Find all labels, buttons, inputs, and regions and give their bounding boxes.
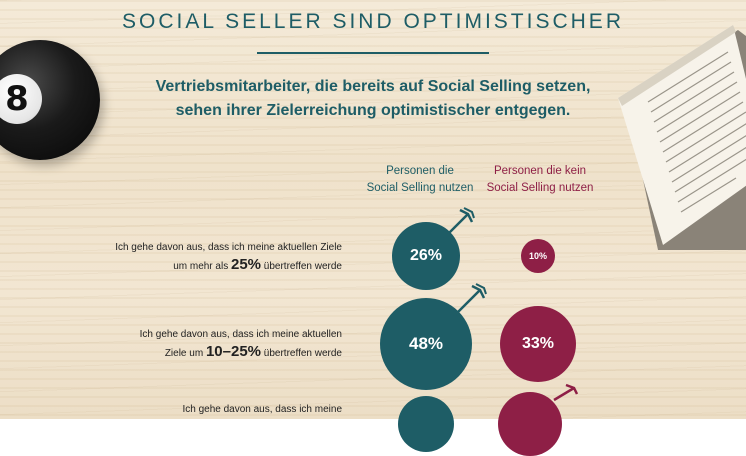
subtitle-line-2: sehen ihrer Zielerreichung optimistische… (175, 102, 571, 119)
statement-row-2-highlight: 10–25% (205, 343, 262, 360)
subtitle-line-1: Vertriebsmitarbeiter, die bereits auf So… (155, 78, 591, 95)
page-title: SOCIAL SELLER SIND OPTIMISTISCHER (122, 10, 624, 33)
column-header-social-sellers: Personen die Social Selling nutzen (355, 163, 485, 197)
statement-row-2-line-2: Ziele um 10–25% übertreffen werde (140, 343, 342, 362)
statement-row-2: Ich gehe davon aus, dass ich meine aktue… (140, 326, 342, 362)
statement-row-3-line-1: Ich gehe davon aus, dass ich meine (182, 404, 342, 415)
target-arrow-icon (553, 383, 579, 402)
column-header-b-line-1: Personen die kein (493, 165, 587, 177)
magic-8-ball-face: 8 (0, 74, 42, 124)
column-header-non-social-sellers: Personen die kein Social Selling nutzen (475, 163, 605, 197)
statement-row-1-line-1: Ich gehe davon aus, dass ich meine aktue… (115, 242, 342, 253)
open-book-image (618, 25, 746, 250)
statement-row-2-pre: Ziele um (164, 348, 204, 359)
column-header-a-line-1: Personen die (386, 165, 454, 177)
wood-background (0, 0, 746, 419)
subtitle: Vertriebsmitarbeiter, die bereits auf So… (100, 75, 646, 123)
title-divider (257, 52, 489, 54)
column-header-a-line-2: Social Selling nutzen (366, 182, 474, 194)
statement-row-1-pre: um mehr als (173, 261, 229, 272)
target-arrow-icon (443, 207, 475, 239)
statement-row-2-post: übertreffen werde (263, 348, 342, 359)
bubble-row-3-social-sellers (398, 396, 454, 452)
magic-8-ball-image: 8 (0, 40, 100, 160)
bubble-row-1-non-social-sellers: 10% (521, 239, 555, 273)
statement-row-1-line-2: um mehr als 25% übertreffen werde (115, 256, 342, 275)
column-header-b-line-2: Social Selling nutzen (486, 182, 594, 194)
statement-row-1-highlight: 25% (230, 256, 262, 273)
target-arrow-icon (453, 283, 487, 317)
bubble-row-2-non-social-sellers: 33% (500, 306, 576, 382)
statement-row-1: Ich gehe davon aus, dass ich meine aktue… (115, 239, 342, 275)
statement-row-3: Ich gehe davon aus, dass ich meine (182, 401, 342, 418)
statement-row-1-post: übertreffen werde (263, 261, 342, 272)
statement-row-2-line-1: Ich gehe davon aus, dass ich meine aktue… (139, 329, 342, 340)
